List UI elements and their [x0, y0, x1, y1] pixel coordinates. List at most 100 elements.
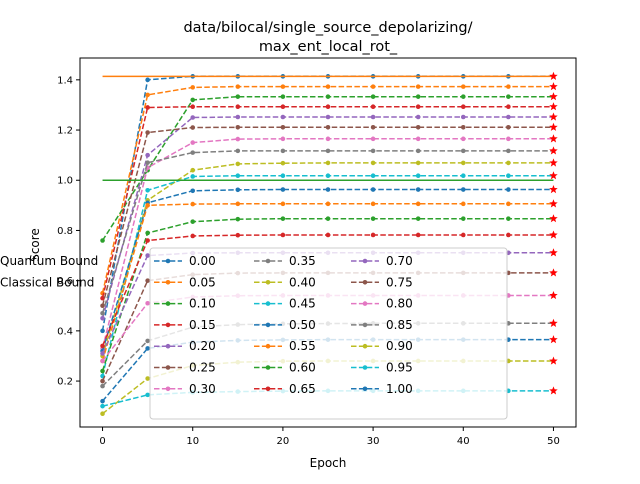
final-star-marker [549, 356, 558, 365]
data-point-0-55 [280, 201, 286, 207]
data-point-0-50 [280, 187, 286, 192]
legend-label: 0.25 [189, 361, 216, 375]
legend-label: 0.50 [289, 318, 316, 332]
legend-entry-0-05: 0.05 [154, 275, 216, 289]
data-point-0-10 [280, 94, 286, 99]
data-point-0-65 [280, 232, 286, 238]
data-point-0-15 [506, 104, 511, 109]
data-point-0-65 [325, 232, 331, 238]
legend-swatch-marker [265, 386, 271, 392]
legend-label: 0.45 [289, 297, 316, 311]
data-point-0-65 [370, 232, 376, 238]
data-point-0-35 [145, 160, 150, 165]
data-point-0-55 [235, 201, 241, 207]
data-point-0-30 [190, 140, 196, 145]
legend-entry-0-25: 0.25 [154, 361, 216, 375]
legend-label: 0.30 [189, 382, 216, 396]
data-point-0-35 [325, 148, 331, 154]
y-tick-label-0-2: 0.2 [57, 377, 73, 388]
data-point-0-15 [100, 295, 105, 301]
data-point-0-65 [190, 233, 196, 239]
data-point-0-75 [145, 278, 150, 283]
data-point-0-50 [190, 188, 196, 194]
data-point-0-90 [145, 376, 150, 381]
data-point-1-00 [100, 398, 105, 404]
y-tick-label-1-0: 1.0 [57, 176, 73, 187]
data-point-0-20 [506, 114, 511, 120]
data-point-0-25 [460, 124, 466, 130]
data-point-0-45 [280, 173, 286, 179]
legend-swatch-marker [165, 280, 171, 285]
data-point-0-15 [280, 104, 286, 109]
legend-entry-0-15: 0.15 [154, 318, 216, 332]
legend-label: 0.40 [289, 275, 316, 289]
data-point-0-85 [100, 383, 105, 389]
legend-entry-0-50: 0.50 [254, 318, 316, 332]
data-point-0-55 [506, 201, 511, 207]
data-point-0-30 [460, 136, 466, 142]
data-point-0-55 [325, 201, 331, 207]
legend-swatch-marker [362, 343, 368, 349]
data-point-0-15 [235, 104, 241, 109]
legend-swatch-marker [362, 258, 368, 264]
data-point-0-20 [235, 114, 241, 120]
legend-entry-0-45: 0.45 [254, 297, 316, 311]
data-point-0-50 [325, 187, 331, 192]
data-point-0-55 [370, 201, 376, 207]
legend-label: 0.05 [189, 275, 216, 289]
legend-label: 0.95 [386, 361, 413, 375]
data-point-0-00 [145, 77, 150, 83]
data-point-0-60 [145, 230, 150, 236]
data-point-0-35 [235, 148, 241, 154]
data-point-0-80 [100, 358, 105, 364]
data-point-0-10 [190, 97, 196, 103]
data-point-0-35 [280, 148, 286, 154]
data-point-0-65 [506, 232, 511, 238]
data-point-0-20 [460, 114, 466, 120]
legend-swatch-marker [362, 322, 368, 328]
data-point-0-40 [370, 160, 376, 166]
data-point-0-20 [190, 115, 196, 120]
legend-entry-0-95: 0.95 [351, 361, 413, 375]
y-tick-label-1-4: 1.4 [57, 75, 73, 86]
data-point-0-10 [100, 238, 105, 243]
data-point-0-35 [370, 148, 376, 154]
final-star-marker [549, 71, 558, 80]
data-point-0-30 [370, 136, 376, 142]
legend-swatch-marker [265, 365, 271, 370]
legend-box [149, 247, 508, 420]
data-point-0-10 [415, 94, 421, 99]
data-point-0-50 [415, 187, 421, 192]
final-star-marker [549, 146, 558, 155]
legend-label: 0.15 [189, 318, 216, 332]
data-point-0-60 [280, 216, 286, 221]
data-point-0-25 [415, 124, 421, 130]
data-point-0-60 [100, 368, 105, 374]
data-point-0-15 [325, 104, 331, 109]
data-point-0-15 [190, 104, 196, 109]
data-point-0-40 [235, 161, 241, 167]
legend-swatch-marker [265, 322, 271, 328]
legend-label: Classical Bound [0, 275, 94, 289]
data-point-0-25 [325, 124, 331, 130]
data-point-0-40 [280, 160, 286, 166]
x-tick-label-20: 20 [277, 436, 290, 447]
data-point-0-95 [100, 403, 105, 409]
final-star-marker [549, 158, 558, 167]
legend-label: 0.65 [289, 382, 316, 396]
legend-label: 0.85 [386, 318, 413, 332]
data-point-0-65 [460, 232, 466, 238]
data-point-1-00 [145, 346, 150, 351]
data-point-0-25 [506, 124, 511, 130]
legend-label: 0.60 [289, 361, 316, 375]
x-tick-label-40: 40 [457, 436, 470, 447]
legend-entry-0-70: 0.70 [351, 254, 413, 268]
data-point-0-55 [460, 201, 466, 207]
data-point-0-35 [415, 148, 421, 154]
legend-swatch-marker [165, 322, 171, 328]
legend-entry-0-75: 0.75 [351, 275, 413, 289]
legend-label: 0.70 [386, 254, 413, 268]
final-star-marker [549, 268, 558, 277]
data-point-0-40 [325, 160, 331, 166]
